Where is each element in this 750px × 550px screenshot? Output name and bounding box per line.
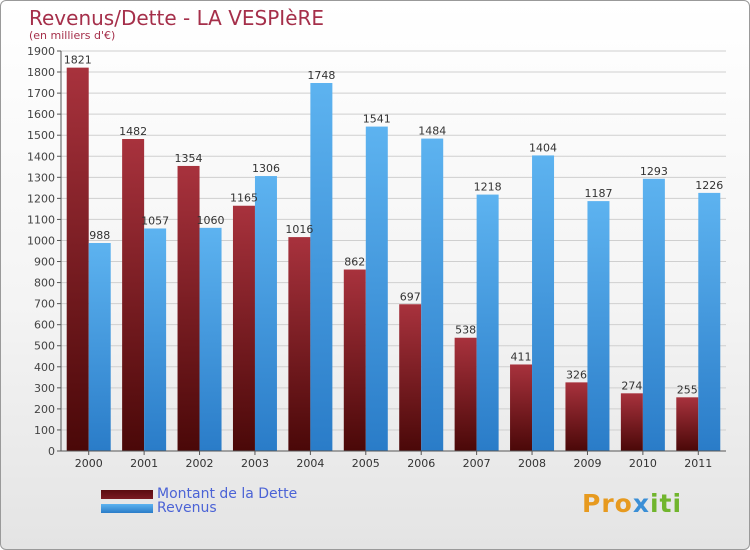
data-label-dette: 326 (566, 368, 587, 381)
bar-revenus (476, 194, 499, 451)
x-tick-label: 2002 (186, 457, 214, 470)
bar-revenus (365, 126, 388, 451)
data-label-dette: 697 (400, 290, 421, 303)
y-tick-label: 1200 (27, 192, 55, 205)
data-label-dette: 255 (677, 383, 698, 396)
y-tick-label: 200 (34, 403, 55, 416)
x-tick-label: 2005 (352, 457, 380, 470)
y-tick-label: 700 (34, 298, 55, 311)
bar-revenus (587, 201, 610, 451)
data-label-revenus: 1404 (529, 141, 557, 154)
data-label-dette: 1821 (64, 54, 92, 67)
bar-revenus (199, 227, 222, 451)
data-label-dette: 862 (344, 256, 365, 269)
x-tick-label: 2001 (130, 457, 158, 470)
x-tick-label: 2011 (684, 457, 712, 470)
y-tick-label: 1000 (27, 234, 55, 247)
bar-dette (343, 269, 366, 451)
data-label-revenus: 1060 (197, 214, 225, 227)
y-tick-label: 100 (34, 424, 55, 437)
legend: Montant de la Dette Revenus (101, 486, 298, 516)
bar-dette (510, 364, 533, 451)
y-tick-label: 1100 (27, 213, 55, 226)
y-tick-label: 600 (34, 319, 55, 332)
y-tick-label: 400 (34, 361, 55, 374)
legend-item-debt: Montant de la Dette (101, 486, 298, 502)
bar-revenus (698, 192, 721, 452)
bar-dette (66, 67, 89, 451)
data-label-dette: 1354 (175, 152, 203, 165)
legend-swatch-revenus (101, 503, 153, 513)
legend-label-debt: Montant de la Dette (157, 486, 298, 502)
data-label-revenus: 988 (89, 229, 110, 242)
data-label-revenus: 1541 (363, 113, 391, 126)
x-tick-label: 2004 (296, 457, 324, 470)
data-label-dette: 274 (621, 379, 642, 392)
bar-revenus (421, 138, 444, 451)
y-tick-label: 800 (34, 277, 55, 290)
legend-swatch-debt (101, 489, 153, 499)
y-tick-label: 1800 (27, 66, 55, 79)
data-label-dette: 538 (455, 324, 476, 337)
x-tick-label: 2006 (407, 457, 435, 470)
data-label-dette: 1482 (119, 125, 147, 138)
chart-subtitle: (en milliers d'€) (29, 29, 116, 42)
y-tick-label: 1500 (27, 129, 55, 142)
y-tick-label: 1600 (27, 108, 55, 121)
y-tick-label: 900 (34, 256, 55, 269)
x-tick-label: 2007 (463, 457, 491, 470)
chart-title: Revenus/Dette - LA VESPIèRE (29, 6, 325, 30)
y-tick-label: 1900 (27, 45, 55, 58)
bar-revenus (642, 178, 665, 451)
bar-dette (122, 139, 145, 451)
y-tick-label: 1700 (27, 87, 55, 100)
data-label-revenus: 1484 (418, 125, 446, 138)
x-tick-label: 2010 (629, 457, 657, 470)
data-label-dette: 1016 (285, 223, 313, 236)
proxiti-logo: Proxiti (582, 489, 683, 518)
x-tick-label: 2008 (518, 457, 546, 470)
bar-revenus (88, 243, 111, 451)
data-label-revenus: 1187 (584, 187, 612, 200)
x-tick-label: 2009 (573, 457, 601, 470)
bar-dette (232, 205, 255, 451)
data-label-revenus: 1226 (695, 179, 723, 192)
legend-item-revenus: Revenus (101, 500, 297, 516)
data-label-revenus: 1748 (307, 69, 335, 82)
bar-dette (288, 237, 311, 451)
y-tick-label: 0 (48, 445, 55, 458)
legend-label-revenus: Revenus (157, 500, 217, 516)
data-label-dette: 1165 (230, 192, 258, 205)
bar-dette (565, 382, 588, 451)
bar-revenus (532, 155, 555, 451)
data-label-revenus: 1057 (141, 214, 169, 227)
bar-dette (177, 165, 200, 451)
x-tick-label: 2000 (75, 457, 103, 470)
x-tick-label: 2003 (241, 457, 269, 470)
data-label-revenus: 1218 (474, 181, 502, 194)
bar-dette (676, 397, 699, 451)
y-tick-label: 1300 (27, 171, 55, 184)
bar-dette (399, 304, 422, 451)
bar-revenus (310, 83, 333, 451)
bar-revenus (144, 228, 167, 451)
bar-revenus (254, 176, 277, 452)
data-label-dette: 411 (511, 350, 532, 363)
bar-dette (454, 337, 477, 451)
y-tick-label: 500 (34, 340, 55, 353)
y-tick-label: 300 (34, 382, 55, 395)
y-tick-label: 1400 (27, 150, 55, 163)
data-label-revenus: 1306 (252, 162, 280, 175)
bar-dette (620, 393, 643, 451)
data-label-revenus: 1293 (640, 165, 668, 178)
